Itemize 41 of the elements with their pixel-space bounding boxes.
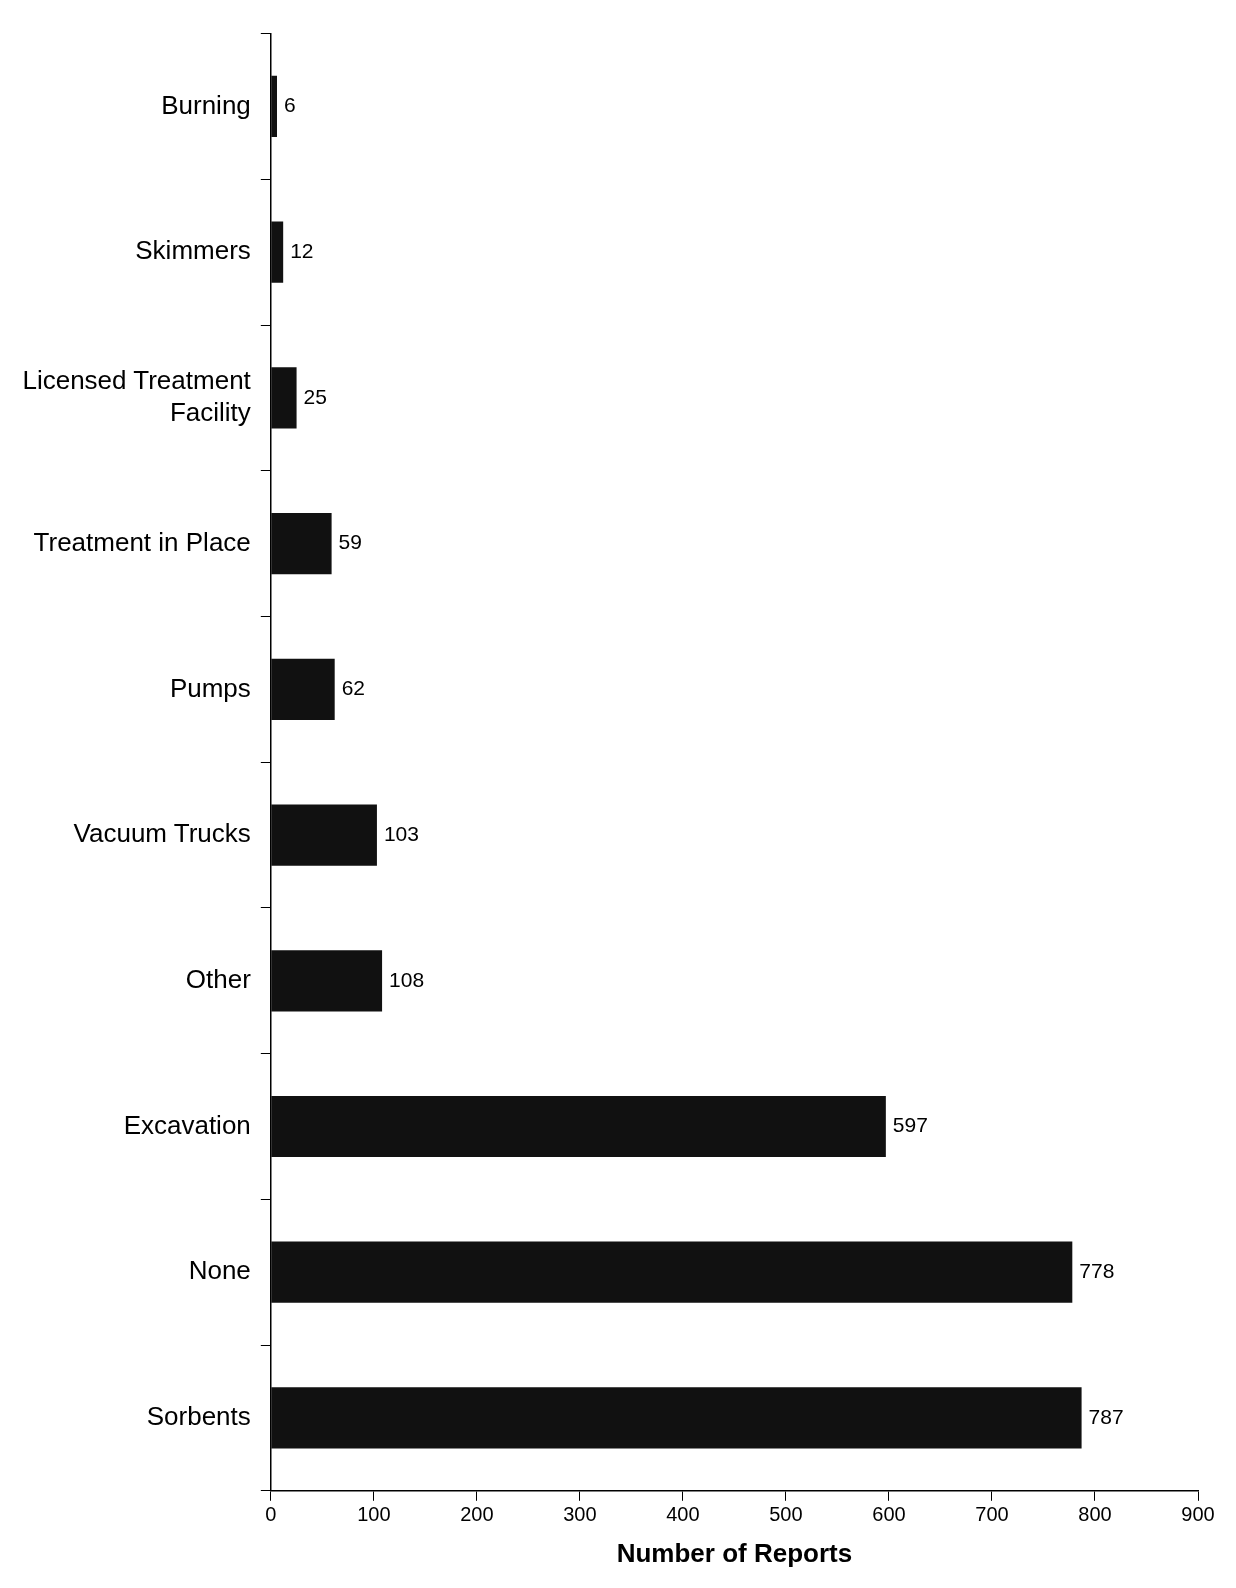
data-label: 6 bbox=[284, 93, 296, 117]
bar bbox=[271, 221, 284, 283]
data-label: 778 bbox=[1079, 1259, 1115, 1283]
x-tick-label: 900 bbox=[1181, 1503, 1215, 1526]
bar bbox=[271, 513, 332, 575]
x-tick-label: 100 bbox=[357, 1503, 391, 1526]
bar bbox=[271, 367, 297, 429]
data-label: 59 bbox=[338, 530, 362, 554]
data-label: 62 bbox=[341, 676, 366, 700]
x-tick-label: 300 bbox=[563, 1503, 597, 1526]
y-tick-label: Treatment in Place bbox=[33, 526, 251, 557]
x-tick-label: 600 bbox=[872, 1503, 906, 1526]
y-tick-label: Licensed Treatment Facility bbox=[22, 365, 252, 427]
x-tick-label: 200 bbox=[460, 1503, 494, 1526]
bar bbox=[271, 658, 335, 720]
bar bbox=[271, 1241, 1073, 1303]
x-tick-label: 500 bbox=[769, 1503, 803, 1526]
x-tick-label: 800 bbox=[1078, 1503, 1112, 1526]
bar bbox=[271, 804, 377, 866]
x-tick-label: 700 bbox=[975, 1503, 1009, 1526]
bar bbox=[271, 75, 277, 138]
data-label: 12 bbox=[290, 238, 314, 262]
bar bbox=[271, 1095, 886, 1158]
bar bbox=[271, 1387, 1082, 1449]
y-tick-label: None bbox=[188, 1255, 251, 1286]
x-tick-label: 0 bbox=[265, 1503, 277, 1526]
y-tick-label: Pumps bbox=[169, 672, 251, 703]
x-axis-title: Number of Reports bbox=[616, 1537, 853, 1568]
data-label: 787 bbox=[1088, 1404, 1124, 1428]
y-tick-label: Sorbents bbox=[146, 1401, 251, 1432]
data-label: 108 bbox=[389, 967, 425, 991]
y-tick-label: Burning bbox=[161, 89, 251, 120]
x-tick-label: 400 bbox=[666, 1503, 700, 1526]
data-label: 597 bbox=[892, 1113, 928, 1137]
data-label: 103 bbox=[383, 821, 419, 845]
y-tick-label: Excavation bbox=[123, 1109, 251, 1140]
bar bbox=[271, 950, 383, 1012]
data-label: 25 bbox=[303, 384, 327, 408]
y-tick-label: Vacuum Trucks bbox=[73, 818, 251, 849]
y-tick-label: Skimmers bbox=[135, 235, 251, 266]
y-tick-label: Other bbox=[185, 963, 252, 994]
